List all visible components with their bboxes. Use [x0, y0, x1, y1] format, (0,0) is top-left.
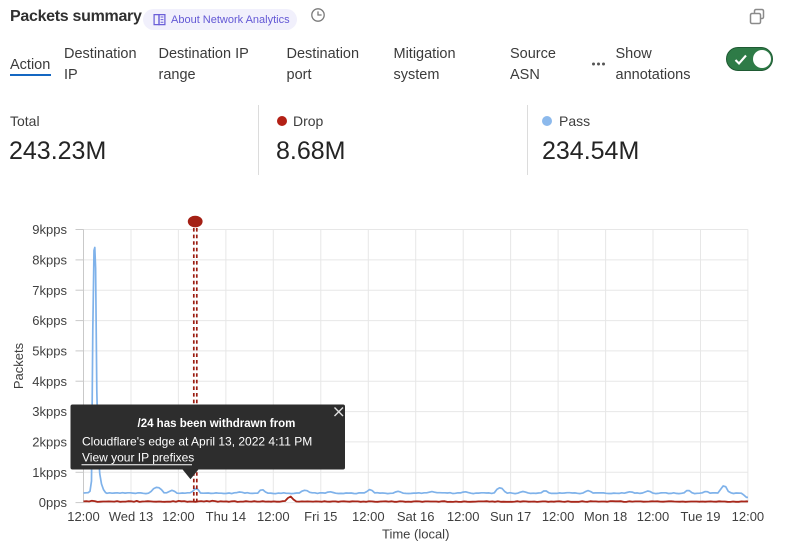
svg-text:5kpps: 5kpps — [32, 344, 67, 359]
svg-text:Cloudflare's edge at April 13,: Cloudflare's edge at April 13, 2022 4:11… — [82, 435, 312, 449]
svg-text:8kpps: 8kpps — [32, 253, 67, 268]
svg-text:12:00: 12:00 — [637, 509, 670, 524]
svg-text:12:00: 12:00 — [542, 509, 575, 524]
svg-text:Sat 16: Sat 16 — [397, 509, 435, 524]
svg-text:4kpps: 4kpps — [32, 374, 67, 389]
svg-text:12:00: 12:00 — [732, 509, 765, 524]
svg-text:Packets: Packets — [11, 342, 26, 389]
svg-text:0pps: 0pps — [39, 495, 68, 510]
svg-text:3kpps: 3kpps — [32, 404, 67, 419]
svg-text:Tue 19: Tue 19 — [681, 509, 721, 524]
svg-text:Sun 17: Sun 17 — [490, 509, 531, 524]
svg-text:6kpps: 6kpps — [32, 313, 67, 328]
svg-text:12:00: 12:00 — [67, 509, 100, 524]
svg-text:Time (local): Time (local) — [382, 527, 449, 542]
svg-text:9kpps: 9kpps — [32, 222, 67, 237]
svg-text:12:00: 12:00 — [162, 509, 195, 524]
svg-text:Wed 13: Wed 13 — [109, 509, 154, 524]
svg-text:Mon 18: Mon 18 — [584, 509, 627, 524]
svg-text:12:00: 12:00 — [257, 509, 290, 524]
svg-text:12:00: 12:00 — [352, 509, 385, 524]
svg-text:7kpps: 7kpps — [32, 283, 67, 298]
svg-text:12:00: 12:00 — [447, 509, 480, 524]
svg-text:1kpps: 1kpps — [32, 465, 67, 480]
svg-text:Thu 14: Thu 14 — [206, 509, 246, 524]
svg-text:Fri 15: Fri 15 — [304, 509, 337, 524]
svg-text:2kpps: 2kpps — [32, 435, 67, 450]
svg-text:/24 has been withdrawn from: /24 has been withdrawn from — [138, 418, 296, 430]
svg-text:View your IP prefixes: View your IP prefixes — [82, 451, 194, 465]
